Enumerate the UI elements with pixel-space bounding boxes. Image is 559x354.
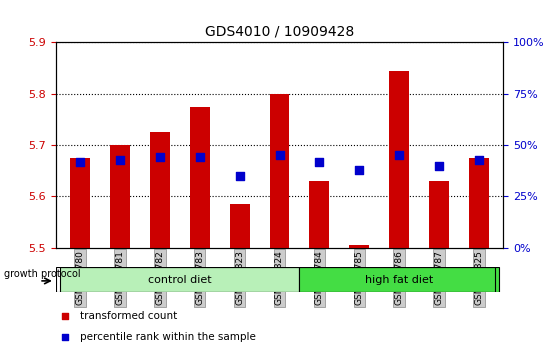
Bar <box>469 158 489 248</box>
Text: transformed count: transformed count <box>80 311 178 321</box>
Bar <box>190 107 210 248</box>
Bar <box>310 181 329 248</box>
Point <box>60 334 69 339</box>
Point <box>475 157 484 162</box>
Bar <box>429 181 449 248</box>
Bar <box>60 267 300 292</box>
Point <box>195 155 204 160</box>
Bar <box>110 145 130 248</box>
Text: control diet: control diet <box>148 275 211 285</box>
Point <box>155 155 164 160</box>
Bar <box>150 132 170 248</box>
Point <box>60 314 69 319</box>
Point <box>315 159 324 164</box>
Bar <box>70 158 90 248</box>
Text: percentile rank within the sample: percentile rank within the sample <box>80 332 257 342</box>
Bar <box>300 267 499 292</box>
Bar <box>389 71 409 248</box>
Point <box>115 157 124 162</box>
Text: high fat diet: high fat diet <box>365 275 433 285</box>
Point <box>75 159 84 164</box>
Point <box>235 173 244 179</box>
Point <box>275 153 284 158</box>
Point <box>395 153 404 158</box>
Title: GDS4010 / 10909428: GDS4010 / 10909428 <box>205 24 354 39</box>
Bar <box>269 94 290 248</box>
Bar <box>230 204 249 248</box>
Point <box>355 167 364 173</box>
Bar <box>349 245 369 248</box>
Text: growth protocol: growth protocol <box>4 269 81 279</box>
Point <box>435 163 444 169</box>
